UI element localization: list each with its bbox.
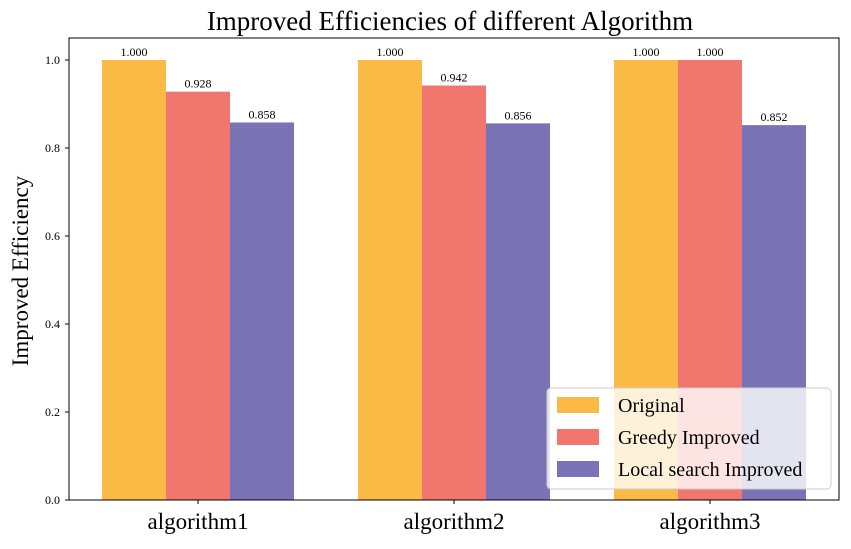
y-tick-label: 1.0 [45,53,60,67]
bar-algorithm1-greedy-improved [166,91,230,501]
legend-entry: Original [618,395,685,417]
bar-algorithm1-original [102,60,166,500]
y-tick-label: 0.2 [45,405,60,419]
bar-value-label: 1.000 [121,45,148,59]
chart-title: Improved Efficiencies of different Algor… [207,6,693,36]
bar-value-label: 0.856 [505,108,532,122]
bar-algorithm2-original [358,60,422,500]
y-tick-label: 0.6 [45,229,60,243]
bar-value-label: 1.000 [377,45,404,59]
bar-value-label: 0.852 [761,110,788,124]
bar-algorithm1-local-search-improved [230,122,294,500]
y-tick-label: 0.0 [45,493,60,507]
bar-value-label: 0.858 [249,107,276,121]
x-tick-label: algorithm2 [404,509,505,534]
legend-box [546,387,832,490]
legend: Original Greedy Improved Local search Impr… [546,387,832,490]
bar-value-label: 0.928 [185,77,212,91]
bar-value-label: 1.000 [697,45,724,59]
y-tick-label: 0.8 [45,141,60,155]
bar-algorithm2-greedy-improved [422,85,486,501]
y-axis-label: Improved Efficiency [8,175,33,366]
bar-value-label: 1.000 [633,45,660,59]
y-tick-label: 0.4 [45,317,60,331]
legend-entry: Local search Improved [618,459,802,481]
legend-swatch [557,429,599,445]
x-tick-label: algorithm3 [660,509,761,534]
x-tick-label: algorithm1 [148,509,249,534]
legend-entry: Greedy Improved [618,427,760,449]
legend-swatch [557,461,599,477]
bar-algorithm2-local-search-improved [486,123,550,501]
legend-swatch [557,397,599,413]
bar-value-label: 0.942 [441,71,468,85]
